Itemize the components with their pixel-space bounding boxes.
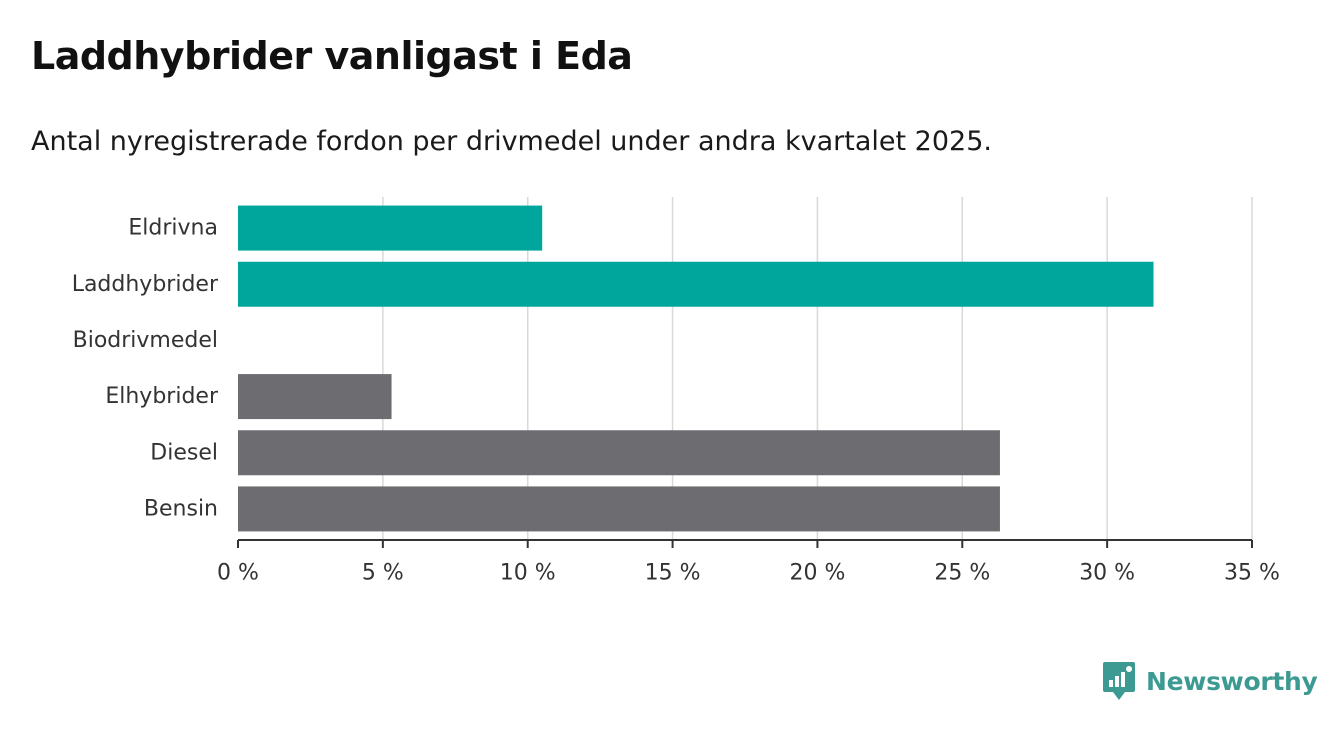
tick-label: 10 % [500,561,556,586]
tick-label: 35 % [1224,561,1280,586]
category-label: Bensin [144,496,218,521]
newsworthy-logo-icon [1103,662,1135,700]
category-label: Laddhybrider [72,272,219,297]
chart-title: Laddhybrider vanligast i Eda [31,34,633,78]
brand-logo: Newsworthy [1102,660,1318,702]
chart-subtitle: Antal nyregistrerade fordon per drivmede… [31,126,992,157]
tick-label: 5 % [362,561,404,586]
bar [238,261,1154,307]
tick-label: 15 % [645,561,701,586]
category-label: Elhybrider [105,384,219,409]
tick-label: 0 % [217,561,259,586]
tick-label: 25 % [934,561,990,586]
tick-label: 30 % [1079,561,1135,586]
brand-name: Newsworthy [1146,666,1318,696]
category-label: Eldrivna [128,216,218,241]
category-label: Biodrivmedel [73,328,218,353]
bar [238,486,1000,532]
bar [238,430,1000,476]
tick-label: 20 % [789,561,845,586]
bar [238,374,392,420]
category-label: Diesel [150,440,218,465]
bar [238,205,543,251]
